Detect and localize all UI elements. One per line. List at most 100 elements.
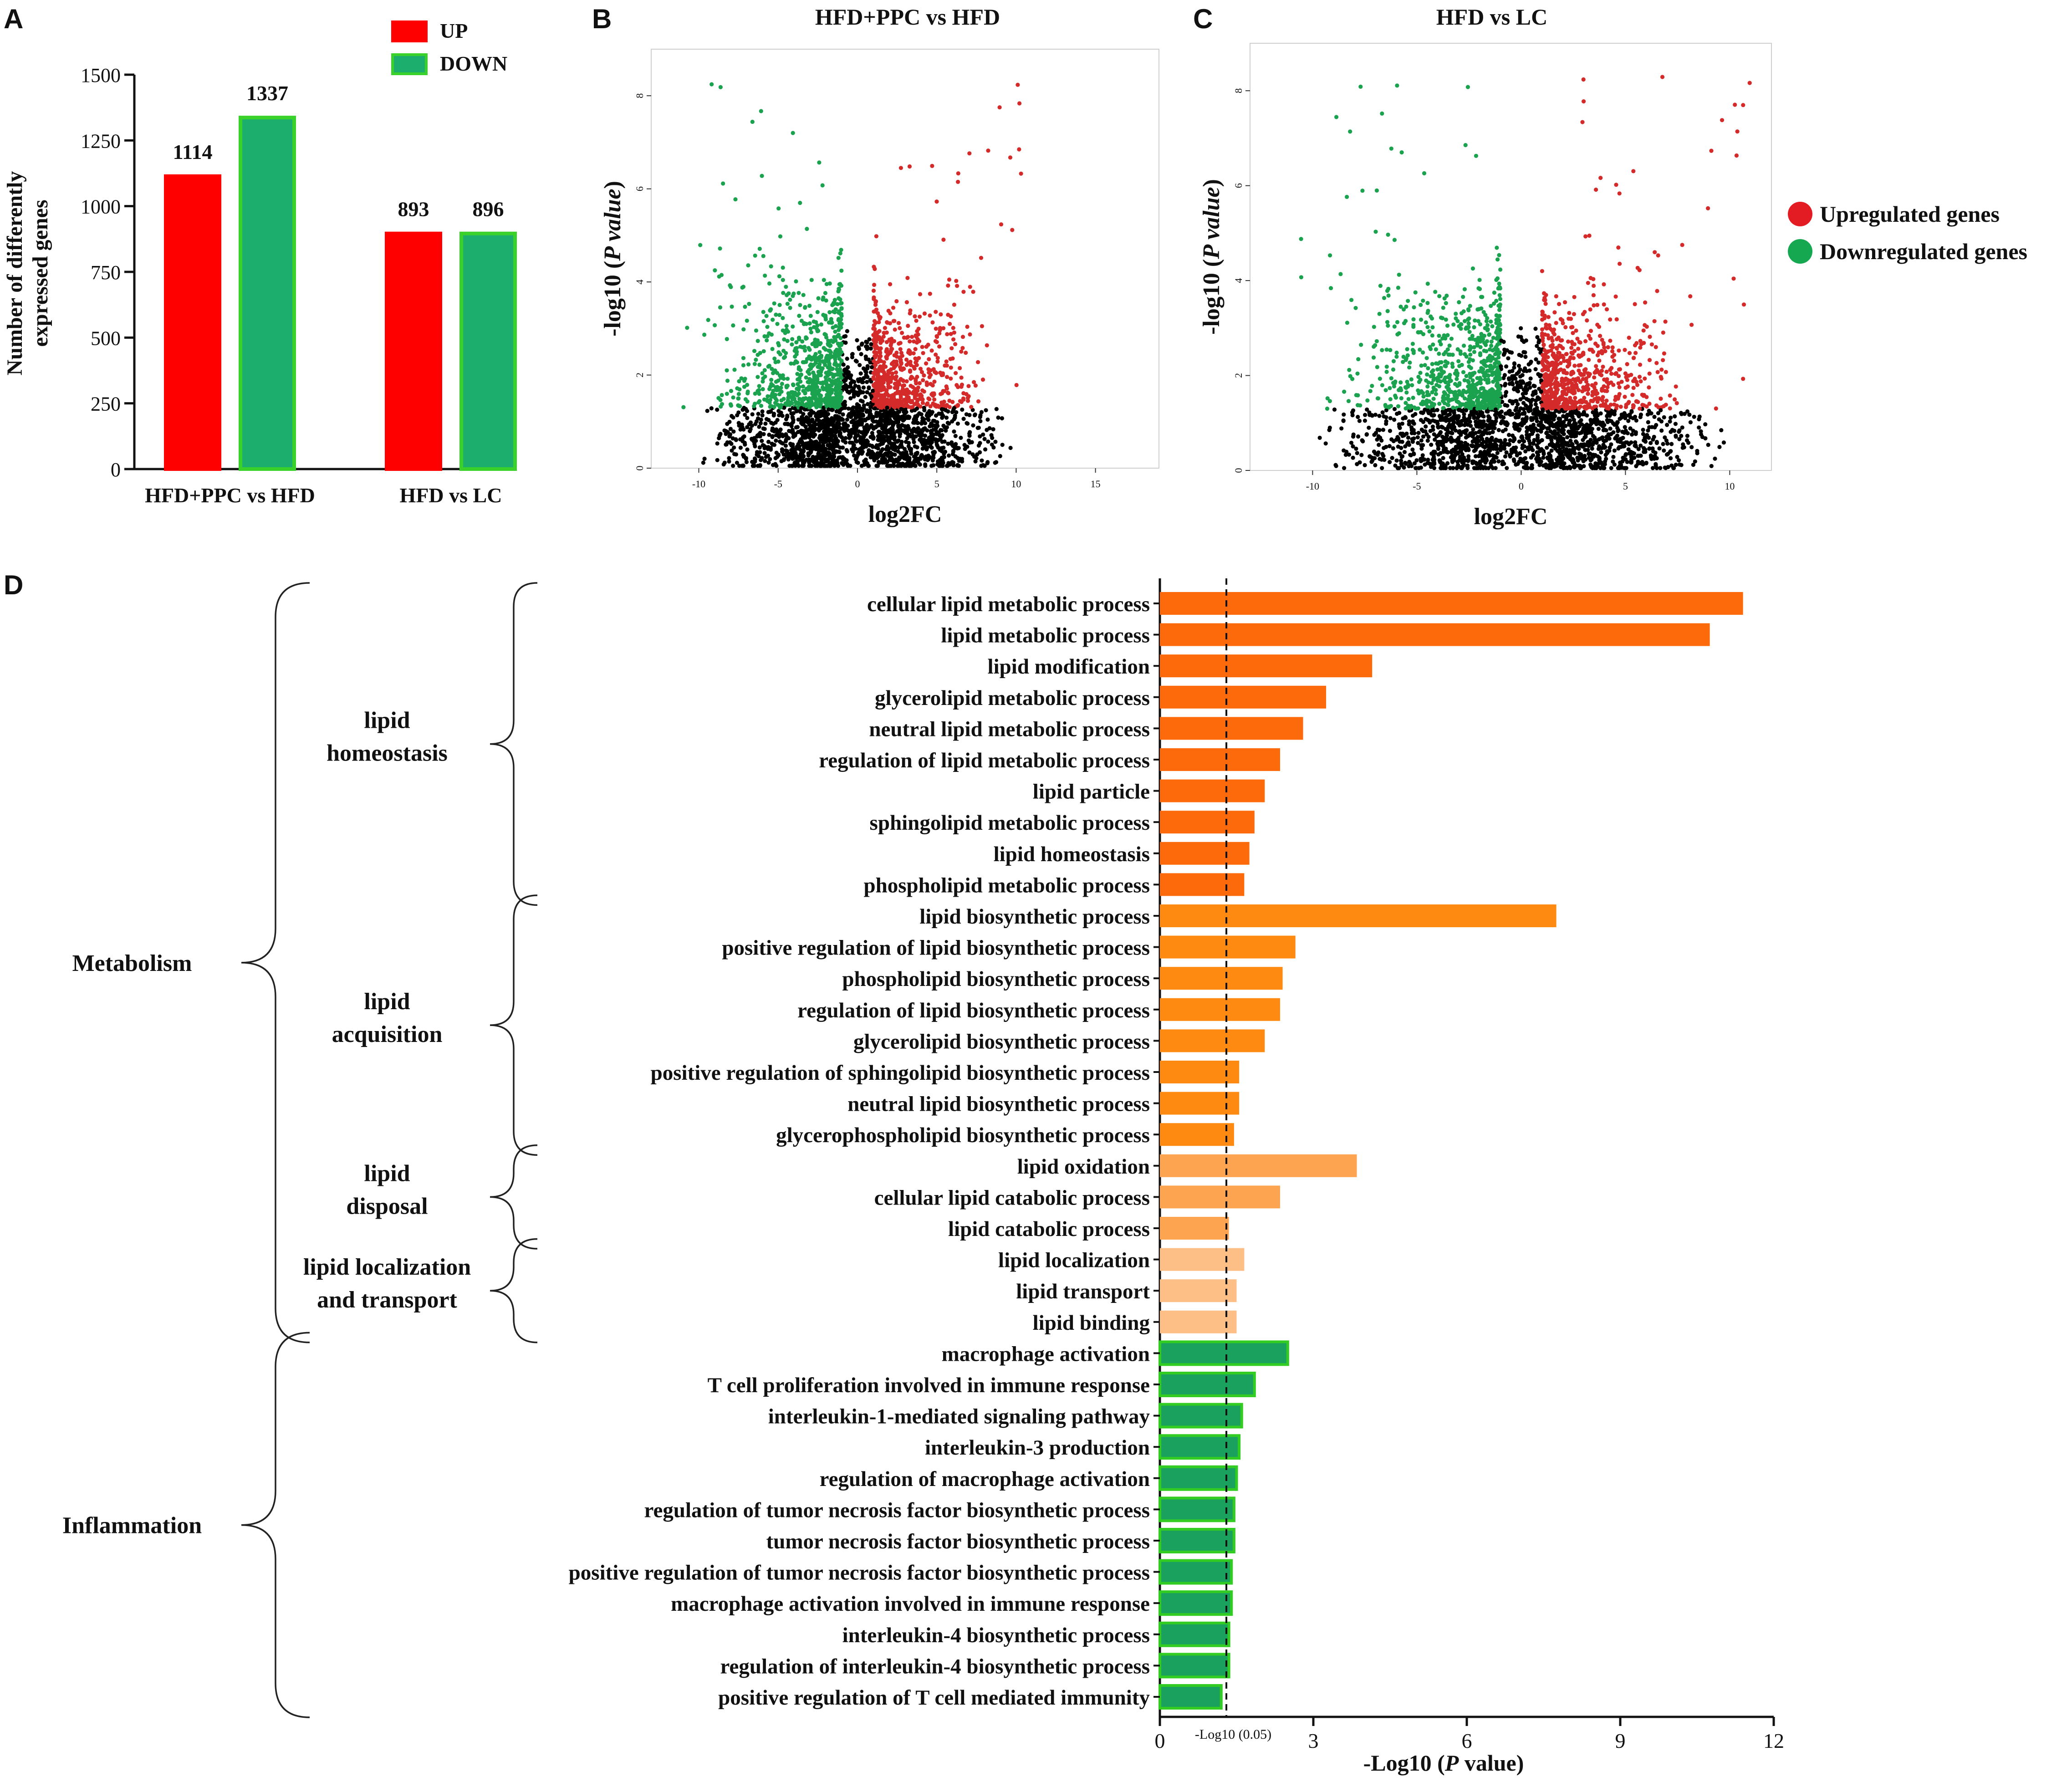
volcano-point [835,423,839,428]
volcano-point [826,437,831,441]
volcano-point [916,385,920,390]
volcano-point [1468,413,1472,418]
volcano-point [941,389,945,393]
volcano-point [758,421,763,426]
volcano-point [1655,289,1659,293]
volcano-point [827,442,832,447]
volcano-point [850,355,855,360]
volcano-point [927,397,932,402]
volcano-point [837,287,842,292]
volcano-point [836,439,840,444]
volcano-point [826,342,831,347]
volcano-point [1664,370,1668,374]
volcano-point [1380,466,1384,470]
volcano-point [927,409,932,414]
volcano-point [946,441,950,446]
volcano-point [961,396,966,401]
volcano-point [897,464,901,468]
volcano-point [1540,339,1545,343]
y-tick-label: 8 [634,93,645,98]
volcano-point [804,428,809,432]
volcano-point [1444,301,1448,306]
volcano-point [766,454,771,458]
volcano-point [772,356,777,361]
volcano-point [1427,419,1432,423]
volcano-point [1358,403,1363,408]
volcano-point [781,373,785,378]
volcano-point [898,393,903,398]
volcano-point [1584,379,1589,384]
volcano-point [1537,338,1541,342]
volcano-point [1426,434,1431,439]
volcano-point [1401,360,1405,364]
volcano-point [984,408,988,413]
volcano-point [1506,356,1511,361]
volcano-point [740,464,744,468]
volcano-point [947,398,952,403]
volcano-point [780,449,785,454]
volcano-point [817,342,822,347]
volcano-point [725,378,730,383]
volcano-point [979,410,984,414]
volcano-point [1403,319,1408,323]
volcano-point [862,376,866,381]
volcano-point [880,447,885,452]
volcano-point [785,383,790,388]
volcano-point [1638,406,1642,411]
volcano-point [1673,422,1678,426]
volcano-point [1614,317,1619,322]
volcano-point [781,291,786,295]
volcano-point [874,234,878,239]
volcano-point [883,326,887,330]
volcano-point [1446,383,1451,388]
volcano-point [1497,281,1501,286]
volcano-point [1390,456,1394,460]
volcano-point [1579,418,1583,423]
volcano-point [1470,378,1475,383]
volcano-point [791,291,796,296]
volcano-point [922,417,926,422]
volcano-point [839,306,844,311]
volcano-point [1534,357,1538,362]
y-tick-label: 2 [1233,373,1244,378]
volcano-point [791,449,796,454]
volcano-point [760,413,765,418]
volcano-point [863,395,868,399]
volcano-point [1623,371,1628,376]
volcano-point [1602,345,1607,350]
bar-value-label: 896 [473,198,504,221]
volcano-point [956,403,960,408]
volcano-point [1604,369,1609,374]
volcano-point [829,354,834,358]
volcano-point [913,460,917,464]
volcano-point [871,388,875,393]
volcano-point [1412,431,1417,435]
volcano-point [1602,466,1607,470]
volcano-point [858,406,863,411]
volcano-point [945,332,949,337]
volcano-point [752,349,757,353]
volcano-point [952,330,956,335]
volcano-point [1594,187,1598,192]
volcano-point [947,405,952,409]
volcano-point [776,206,781,211]
volcano-point [831,448,836,452]
y-axis-title: -log10 (P value) [1199,179,1225,335]
volcano-point [758,431,763,435]
volcano-point [830,460,834,465]
volcano-point [752,404,756,408]
volcano-point [941,237,946,242]
volcano-point [728,283,732,288]
volcano-point [870,431,874,435]
volcano-point [786,422,791,427]
volcano-point [730,304,734,309]
volcano-point [817,388,822,393]
volcano-point [822,278,826,282]
volcano-point [735,460,739,465]
y-tick-label: 8 [1233,88,1244,93]
volcano-point [763,374,767,379]
volcano-point [835,349,840,354]
volcano-point [1431,397,1436,401]
volcano-point [771,463,776,467]
volcano-point [910,375,914,380]
